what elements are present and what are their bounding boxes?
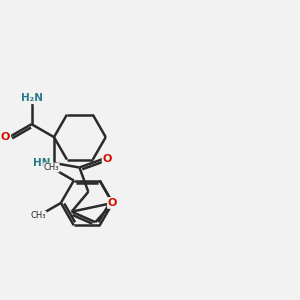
Text: O: O (1, 132, 10, 142)
Text: CH₃: CH₃ (31, 212, 46, 220)
Text: H₂N: H₂N (20, 93, 43, 103)
Text: O: O (108, 198, 117, 208)
Text: O: O (103, 154, 112, 164)
Text: CH₃: CH₃ (44, 163, 59, 172)
Text: HN: HN (33, 158, 50, 168)
